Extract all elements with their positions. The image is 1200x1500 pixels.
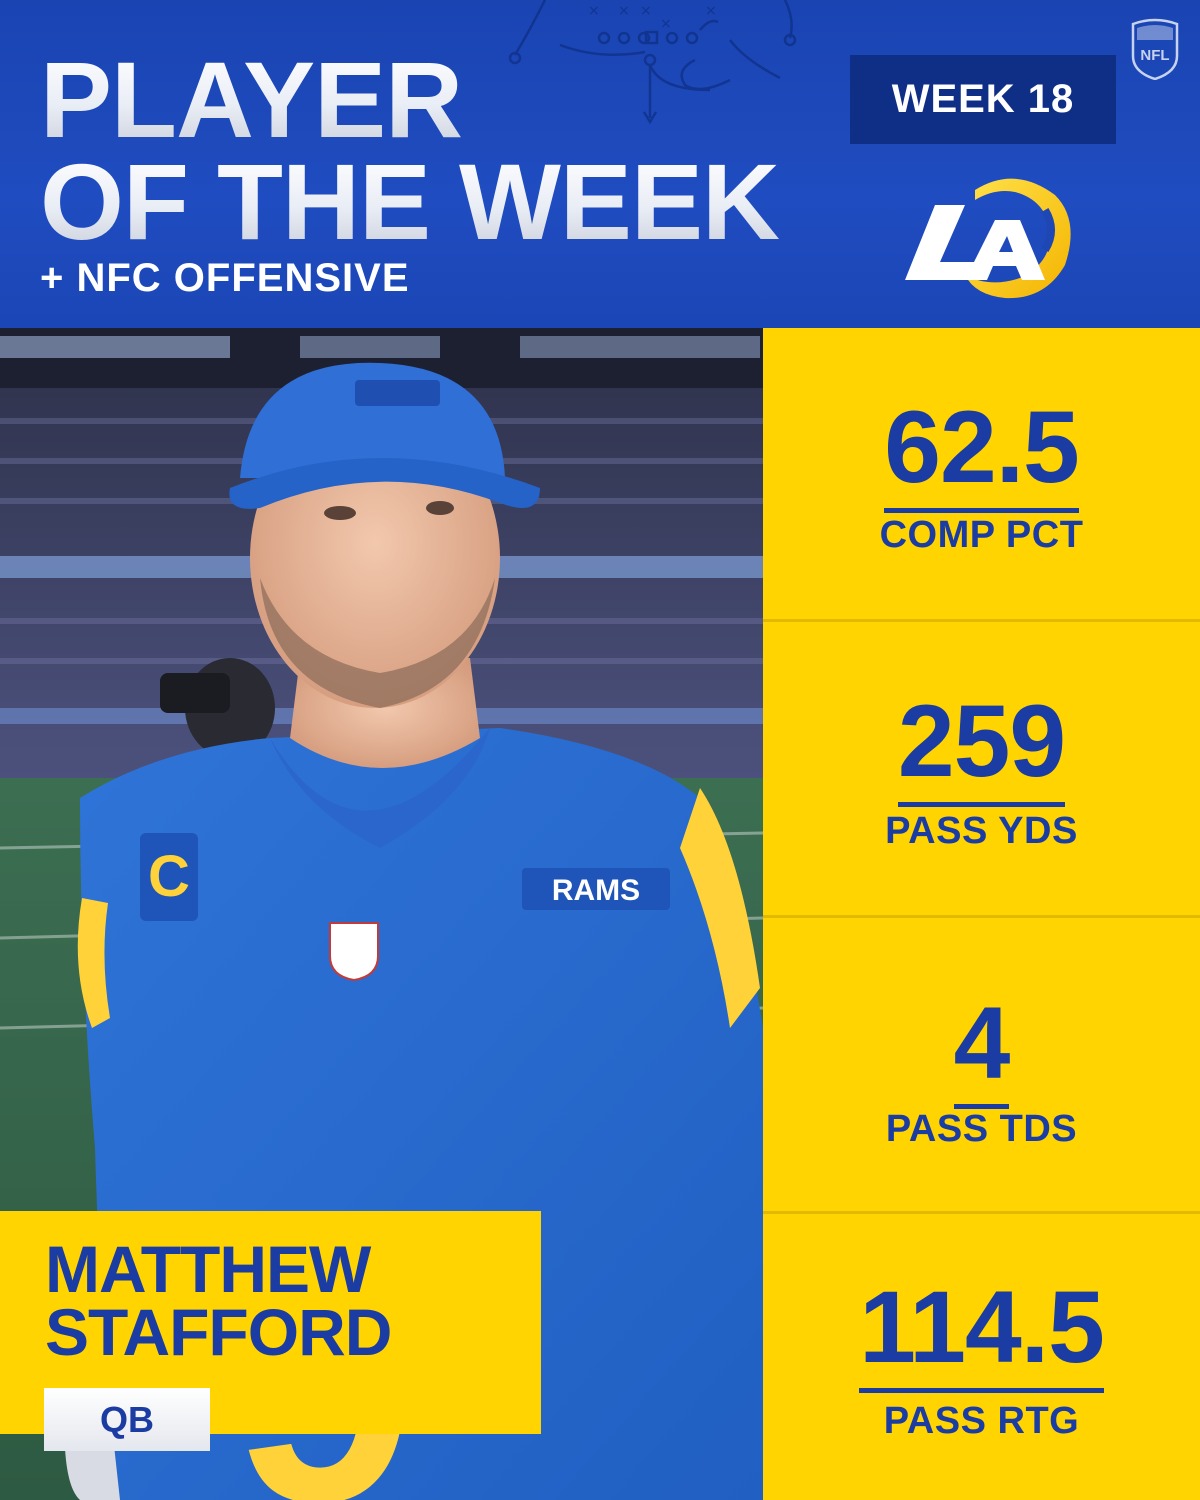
stat-value: 114.5 <box>859 1276 1105 1393</box>
stats-panel: 62.5 COMP PCT 259 PASS YDS 4 PASS TDS 11… <box>763 328 1200 1500</box>
subtitle-conference-award: + NFC OFFENSIVE <box>40 256 410 300</box>
stat-comp-pct: 62.5 COMP PCT <box>763 328 1200 622</box>
title-player: PLAYER <box>40 39 463 160</box>
nfl-shield-icon: NFL <box>1131 18 1179 80</box>
stat-value: 259 <box>897 690 1066 807</box>
stat-label: PASS YDS <box>885 810 1078 852</box>
stat-label: PASS RTG <box>883 1400 1080 1442</box>
svg-text:×: × <box>705 3 717 19</box>
stat-value: 4 <box>953 992 1010 1109</box>
stat-value: 62.5 <box>884 396 1080 513</box>
position-label: QB <box>100 1398 154 1440</box>
stat-label: PASS TDS <box>885 1108 1078 1150</box>
week-label: WEEK 18 <box>891 77 1075 121</box>
svg-text:×: × <box>640 3 652 19</box>
position-badge: QB <box>44 1388 210 1451</box>
football-play-diagram-icon: × × × × × <box>508 0 797 125</box>
svg-text:C: C <box>148 844 190 909</box>
stat-pass-yds: 259 PASS YDS <box>763 622 1200 918</box>
svg-text:×: × <box>660 16 672 32</box>
svg-text:NFL: NFL <box>1140 47 1169 64</box>
svg-text:×: × <box>618 3 630 19</box>
svg-text:RAMS: RAMS <box>552 874 640 907</box>
title-of-the-week: OF THE WEEK <box>40 141 780 262</box>
player-photo: C RAMS 9 <box>0 328 763 1500</box>
stat-pass-tds: 4 PASS TDS <box>763 918 1200 1214</box>
week-badge: WEEK 18 <box>850 55 1116 144</box>
rams-la-logo <box>905 178 1071 299</box>
player-first-name: MATTHEW <box>45 1232 371 1306</box>
stat-label: COMP PCT <box>879 514 1084 556</box>
stat-pass-rtg: 114.5 PASS RTG <box>763 1214 1200 1500</box>
player-last-name: STAFFORD <box>45 1295 392 1369</box>
header: × × × × × PLAYER OF THE WEEK + NFC OFFEN… <box>0 0 1200 328</box>
svg-text:×: × <box>588 3 600 19</box>
